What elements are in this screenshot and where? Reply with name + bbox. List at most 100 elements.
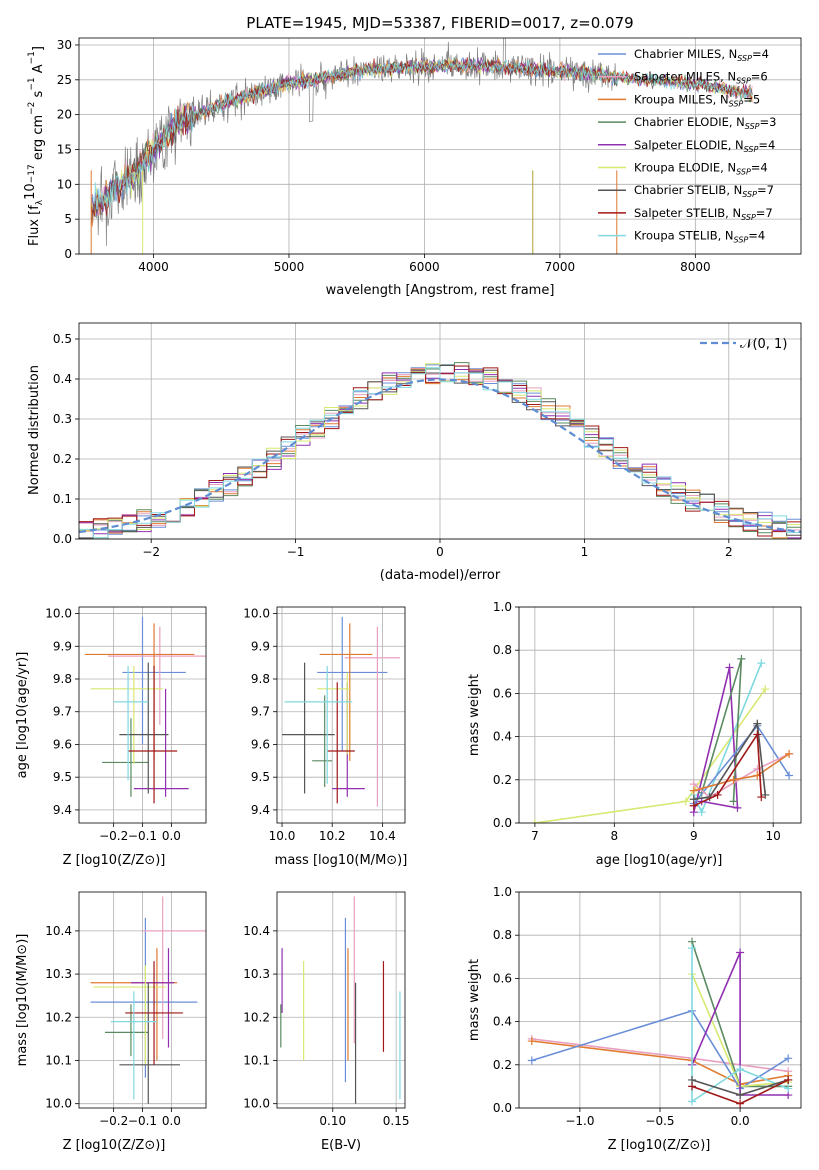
spectrum-lines xyxy=(90,38,753,254)
mass-vs-z-ylabel: mass [log10(M/M⊙)] xyxy=(15,934,30,1067)
ylabel-part: −1 xyxy=(27,77,37,90)
y-tick-label: 1.0 xyxy=(493,600,512,614)
y-tick-label: 0.6 xyxy=(493,686,512,700)
residual-ylabel: Normed distribution xyxy=(27,365,42,495)
axes-frame xyxy=(78,37,802,255)
weight-marker-salpeter_stelib xyxy=(757,793,766,802)
weight-marker-chabrier_miles xyxy=(785,771,794,780)
y-tick-label: 9.5 xyxy=(251,770,270,784)
ylabel-part: −2 xyxy=(27,102,37,115)
x-tick-label: −2 xyxy=(142,545,160,559)
x-tick-label: 1 xyxy=(581,545,589,559)
x-tick-label: −0.5 xyxy=(645,1114,674,1128)
y-tick-label: 9.9 xyxy=(53,639,72,653)
histogram-kroupa_elodie xyxy=(79,363,801,539)
x-tick-label: 5000 xyxy=(274,260,305,274)
weight-marker-chabrier_stelib xyxy=(736,1091,745,1100)
ticks: −0.2 −0.1 0.0 10.0 10.1 10.2 10.3 10.4 xyxy=(45,924,181,1128)
x-tick-label: 2 xyxy=(725,545,733,559)
legend-label: Kroupa STELIB, NSSP=4 xyxy=(634,229,765,245)
ticks: 7 8 9 10 0.0 0.2 0.4 0.6 0.8 1.0 xyxy=(493,600,781,843)
weight-line-kroupa_miles xyxy=(531,1040,789,1086)
axes-frame xyxy=(78,891,207,1109)
residual-histogram-panel: −2 −1 0 1 2 0.0 0.1 0.2 0.3 0.4 0.5 𝒩(0, 1) (data-m… xyxy=(27,322,802,583)
x-tick-label: 0.0 xyxy=(731,1114,750,1128)
x-tick-label: 10.4 xyxy=(369,829,396,843)
grid xyxy=(277,607,405,823)
mass-vs-extinction-panel: 0.10 0.15 10.0 10.1 10.2 10.3 10.4 E(B-V) xyxy=(243,891,409,1153)
age-vs-z-xlabel: Z [log10(Z/Z⊙)] xyxy=(63,853,166,868)
legend-sub: SSP xyxy=(737,54,752,63)
x-tick-label: 7000 xyxy=(545,260,576,274)
ticks: 10.0 10.2 10.4 9.4 9.5 9.6 9.7 9.8 9.9 10.0 xyxy=(243,607,395,843)
weight-marker-kroupa_stelib xyxy=(697,808,706,817)
weight-lines xyxy=(530,654,794,823)
y-tick-label: 25 xyxy=(57,73,72,87)
ylabel-part: 10 xyxy=(23,183,38,200)
x-tick-label: 0.0 xyxy=(162,829,181,843)
legend-suffix: =7 xyxy=(757,183,774,197)
histogram-salpeter_elodie xyxy=(79,369,801,539)
axes-frame xyxy=(276,891,406,1109)
model-spectrum-chabrier_stelib xyxy=(90,58,753,223)
weight-marker-kroupa_stelib xyxy=(736,1065,745,1074)
y-tick-label: 10.0 xyxy=(45,1097,72,1111)
ticks: 4000 5000 6000 7000 8000 0 5 10 15 20 25 30 xyxy=(57,38,711,274)
y-tick-label: 9.4 xyxy=(251,803,270,817)
y-tick-label: 0.1 xyxy=(53,492,72,506)
spectrum-panel: 4000 5000 6000 7000 8000 0 5 10 15 20 25 30 wavelen… xyxy=(23,37,802,298)
histogram-chabrier_elodie xyxy=(79,362,801,539)
weight-line-salpeter_elodie xyxy=(693,667,739,813)
ylabel-part: Flux [f xyxy=(27,205,42,246)
weight-vs-z-xlabel: Z [log10(Z/Z⊙)] xyxy=(608,1138,711,1153)
x-tick-label: 10.2 xyxy=(319,829,346,843)
y-tick-label: 0.4 xyxy=(53,372,72,386)
weight-marker-kroupa_miles xyxy=(729,775,738,784)
y-tick-label: 10.0 xyxy=(243,1097,270,1111)
x-tick-label: 0 xyxy=(436,545,444,559)
legend-label: Kroupa ELODIE, NSSP=4 xyxy=(634,161,768,177)
weight-line-chabrier_miles xyxy=(531,1009,789,1090)
y-tick-label: 9.8 xyxy=(53,672,72,686)
normal-curve xyxy=(79,378,801,534)
weight-line-salpeter_elodie xyxy=(691,952,789,1096)
legend-suffix: =7 xyxy=(756,206,773,220)
weight-marker-chabrier_stelib xyxy=(761,790,770,799)
y-tick-label: 10.0 xyxy=(243,607,270,621)
age-vs-mass-xlabel: mass [log10(M/M⊙)] xyxy=(275,853,408,868)
legend-text: Kroupa ELODIE, N xyxy=(634,161,736,175)
weight-marker-salpeter_elodie xyxy=(725,663,734,672)
x-tick-label: 0.15 xyxy=(383,1114,410,1128)
y-tick-label: 0.4 xyxy=(493,730,512,744)
weight-lines xyxy=(527,937,793,1108)
y-tick-label: 30 xyxy=(57,38,72,52)
y-tick-label: 10.3 xyxy=(45,967,72,981)
age-vs-mass-panel: 10.0 10.2 10.4 9.4 9.5 9.6 9.7 9.8 9.9 10.0 mass … xyxy=(243,607,407,868)
model-spectrum-salpeter_stelib xyxy=(90,57,753,217)
weight-marker-chabrier_elodie xyxy=(737,654,746,663)
y-tick-label: 9.7 xyxy=(53,705,72,719)
y-tick-label: 5 xyxy=(64,212,72,226)
legend-label: Salpeter ELODIE, NSSP=4 xyxy=(634,138,775,154)
legend-suffix: =5 xyxy=(743,92,760,106)
weight-line-chabrier_miles xyxy=(693,724,790,805)
y-tick-label: 15 xyxy=(57,142,72,156)
legend-text: Kroupa MILES, N xyxy=(634,92,729,106)
x-tick-label: −1.0 xyxy=(565,1114,594,1128)
y-tick-label: 10 xyxy=(57,177,72,191)
normal-legend-label: 𝒩(0, 1) xyxy=(740,337,787,352)
legend-suffix: =4 xyxy=(748,229,765,243)
histogram-kroupa_miles xyxy=(79,368,801,539)
weight-marker-kroupa_stelib xyxy=(688,1097,697,1106)
errorbars xyxy=(280,896,401,1104)
y-tick-label: 10.2 xyxy=(45,1010,72,1024)
weight-line-kroupa_miles xyxy=(693,753,790,792)
legend-text: Salpeter MILES, N xyxy=(634,70,736,84)
ticks: 0.10 0.15 10.0 10.1 10.2 10.3 10.4 xyxy=(243,924,409,1128)
y-tick-label: 9.7 xyxy=(251,705,270,719)
weight-line-kroupa_stelib xyxy=(693,662,763,815)
legend-text: Chabrier MILES, N xyxy=(634,47,737,61)
spectrum-xlabel: wavelength [Angstrom, rest frame] xyxy=(326,283,555,298)
legend-sub: SSP xyxy=(734,236,749,245)
